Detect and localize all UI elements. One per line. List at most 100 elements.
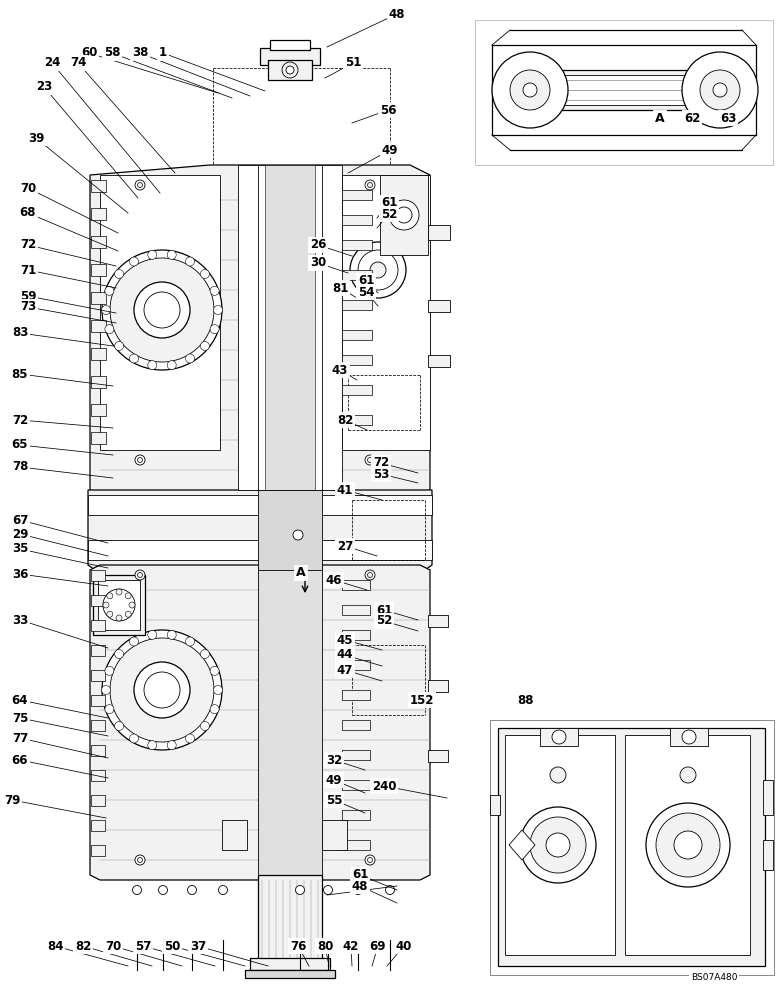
Text: 39: 39: [28, 131, 44, 144]
Text: 33: 33: [12, 613, 28, 626]
Text: 48: 48: [389, 7, 405, 20]
Bar: [258, 490, 322, 570]
Bar: [505, 735, 615, 955]
Bar: [258, 565, 322, 875]
Circle shape: [147, 630, 157, 639]
Bar: [342, 605, 370, 615]
Text: 27: 27: [337, 540, 353, 552]
Circle shape: [210, 705, 219, 714]
Text: 72: 72: [20, 238, 36, 251]
Circle shape: [147, 741, 157, 750]
Bar: [342, 750, 370, 760]
Bar: [540, 728, 578, 746]
Bar: [342, 580, 370, 590]
Circle shape: [368, 572, 372, 578]
Circle shape: [523, 83, 537, 97]
Bar: [88, 540, 432, 560]
Circle shape: [137, 857, 143, 862]
Circle shape: [365, 570, 375, 580]
Bar: [342, 215, 372, 225]
Circle shape: [102, 686, 110, 694]
Bar: [322, 820, 347, 850]
Text: 67: 67: [12, 514, 28, 526]
Circle shape: [389, 200, 419, 230]
Bar: [91, 770, 105, 781]
Circle shape: [129, 602, 135, 608]
Circle shape: [137, 458, 143, 462]
Text: 82: 82: [74, 940, 92, 952]
Circle shape: [386, 886, 394, 894]
Circle shape: [550, 767, 566, 783]
Text: 50: 50: [164, 940, 180, 952]
Text: 49: 49: [382, 143, 398, 156]
Text: 71: 71: [20, 263, 36, 276]
Text: A: A: [296, 566, 306, 580]
Text: 240: 240: [372, 780, 397, 792]
Text: 41: 41: [337, 484, 353, 496]
Text: 55: 55: [326, 794, 342, 806]
Circle shape: [115, 341, 123, 350]
Bar: [342, 780, 370, 790]
Bar: [91, 348, 106, 360]
Circle shape: [130, 734, 138, 743]
Text: 32: 32: [326, 754, 342, 766]
Circle shape: [350, 242, 406, 298]
Bar: [498, 728, 765, 966]
Bar: [763, 780, 773, 815]
Circle shape: [680, 767, 696, 783]
Text: 80: 80: [317, 940, 333, 952]
Bar: [91, 620, 105, 631]
Circle shape: [135, 570, 145, 580]
Bar: [428, 355, 450, 367]
Text: 63: 63: [720, 111, 736, 124]
Circle shape: [103, 602, 109, 608]
Bar: [428, 680, 448, 692]
Circle shape: [135, 455, 145, 465]
Bar: [556, 70, 706, 110]
Bar: [91, 820, 105, 831]
Bar: [91, 720, 105, 731]
Text: 62: 62: [684, 111, 700, 124]
Bar: [428, 225, 450, 240]
Circle shape: [105, 286, 114, 295]
Bar: [91, 404, 106, 416]
Bar: [258, 875, 322, 970]
Circle shape: [167, 741, 176, 750]
Text: 81: 81: [332, 282, 348, 294]
Bar: [91, 292, 106, 304]
Text: 46: 46: [326, 574, 342, 586]
Text: 75: 75: [12, 712, 28, 724]
Circle shape: [115, 721, 123, 730]
Circle shape: [492, 52, 568, 128]
Circle shape: [674, 831, 702, 859]
Bar: [428, 615, 448, 627]
Bar: [91, 645, 105, 656]
Circle shape: [130, 637, 138, 646]
Text: 74: 74: [70, 56, 86, 70]
Circle shape: [134, 662, 190, 718]
Text: 29: 29: [12, 528, 28, 540]
Text: 82: 82: [337, 414, 353, 426]
Text: 61: 61: [376, 603, 392, 616]
Bar: [222, 820, 247, 850]
Bar: [260, 48, 320, 65]
Bar: [91, 264, 106, 276]
Text: 70: 70: [105, 940, 121, 952]
Text: 36: 36: [12, 568, 28, 580]
Bar: [342, 840, 370, 850]
Text: 73: 73: [20, 300, 36, 314]
Circle shape: [510, 70, 550, 110]
Bar: [380, 175, 428, 255]
Text: 78: 78: [12, 460, 28, 474]
Circle shape: [110, 638, 214, 742]
Text: 68: 68: [19, 207, 36, 220]
Text: 84: 84: [47, 940, 64, 952]
Bar: [250, 958, 330, 970]
Bar: [265, 165, 315, 490]
Text: 42: 42: [343, 940, 359, 952]
Text: 61: 61: [352, 868, 368, 882]
Polygon shape: [90, 565, 430, 880]
Bar: [342, 355, 372, 365]
Bar: [428, 300, 450, 312]
Bar: [428, 750, 448, 762]
